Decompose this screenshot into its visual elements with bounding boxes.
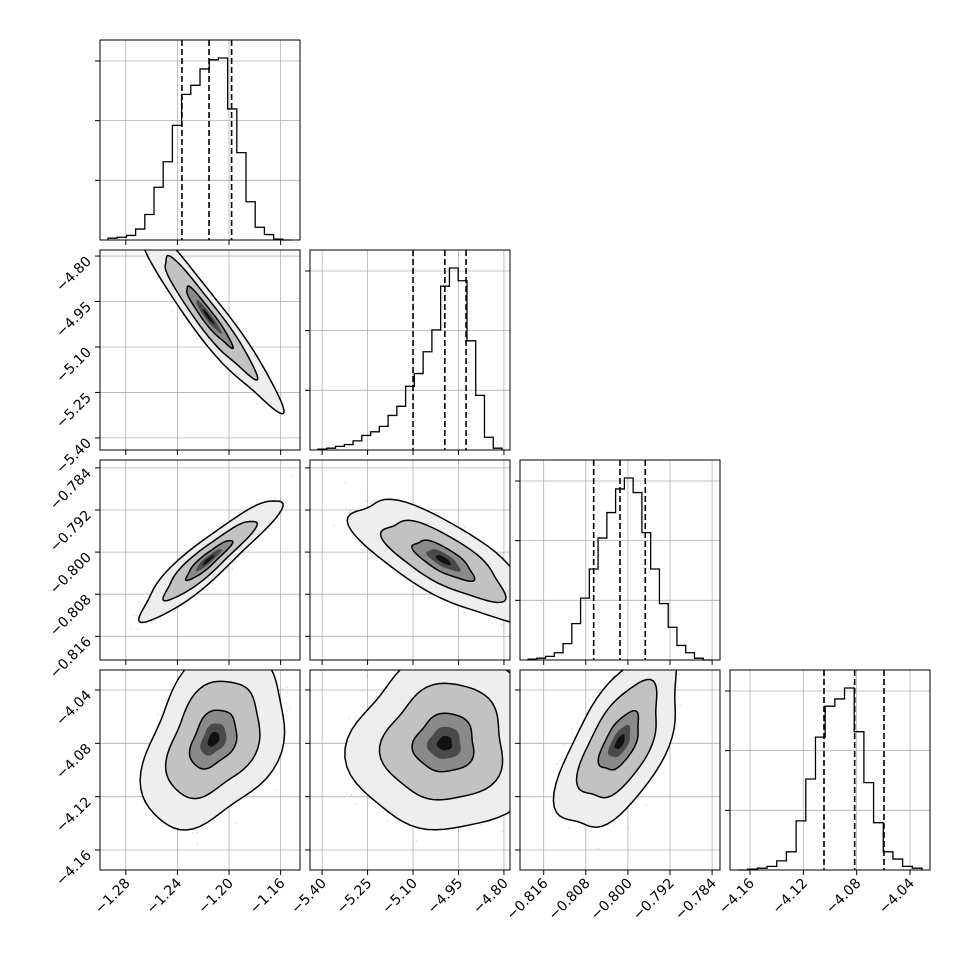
sample-point [135,224,137,226]
sample-point [500,623,503,626]
sample-point [464,526,467,528]
sample-point [249,503,252,506]
sample-point [148,231,150,233]
sample-point [347,512,350,514]
hist-grid-4 [730,670,930,870]
hist-series-2 [317,267,503,450]
sample-point [291,475,294,478]
sample-point [490,622,493,625]
contour-line-3 [144,250,285,415]
sample-point [227,567,230,570]
sample-point [150,622,153,625]
hist-frame-2 [309,249,511,451]
sample-point [149,243,151,245]
sample-point [268,527,270,530]
hist-panel-4 [725,669,931,871]
hist-frame-3 [519,459,721,661]
hist-frame-1 [99,39,301,241]
sample-point [153,242,155,244]
sample-point [145,240,147,242]
contour-line-2 [164,254,259,381]
sample-point [154,238,156,240]
sample-point [153,237,155,239]
sample-point [502,624,505,627]
sample-point [513,592,515,594]
sample-point [399,574,402,577]
hist-frame-4 [729,669,931,871]
sample-point [137,601,140,604]
sample-point [160,242,162,244]
contour-line-1 [184,539,234,582]
pair-panel-1-2 [99,195,301,451]
sample-point [333,524,335,527]
sample-point [532,596,534,598]
sample-point [516,589,518,591]
pair-content [114,195,285,415]
sample-point [150,235,152,237]
sample-point [517,593,519,595]
sample-point [231,567,234,570]
sample-point [274,497,276,499]
hist-panel-3 [515,459,721,661]
sample-point [512,596,514,598]
density-fill-5 [203,309,215,325]
pair-content [129,475,294,630]
hist-series-4 [738,687,923,871]
hist-series-1 [107,57,292,241]
sample-point [212,582,214,584]
contour-line-3 [137,500,284,624]
contour-line-1 [185,285,234,350]
sample-point [255,402,258,405]
sample-point [165,248,167,250]
contour-line-2 [162,520,258,602]
sample-point [245,555,248,558]
sample-point [370,556,373,558]
sample-point [152,236,154,238]
pair-panel-2-3 [309,459,543,661]
sample-point [146,242,148,244]
hist-grid-1 [100,40,300,240]
sample-point [195,337,198,340]
pair-frame [99,249,301,451]
sample-point [349,509,351,512]
sample-point [157,242,159,244]
sample-point [462,612,465,614]
sample-point [363,546,366,548]
sample-point [133,614,135,617]
sample-point [164,247,166,249]
sample-point [365,499,368,502]
sample-point [138,603,141,606]
sample-point [239,383,241,386]
sample-point [277,389,280,392]
sample-point [129,627,132,630]
sample-point [513,627,515,629]
pair-content [333,482,543,629]
sample-point [137,628,139,630]
sample-point [114,195,116,197]
sample-point [541,604,543,606]
pair-frame [99,459,301,661]
sample-point [139,248,141,250]
sample-point [156,246,158,248]
sample-point [135,614,138,616]
sample-point [245,330,248,333]
sample-point [366,495,369,497]
sample-point [148,233,150,235]
sample-point [238,511,240,514]
hist-panel-2 [305,249,511,451]
sample-point [151,245,153,247]
hist-series-3 [527,477,712,661]
hist-panel-1 [95,39,301,241]
sample-point [133,243,135,245]
pair-panel-1-3 [99,459,301,661]
sample-point [161,248,163,250]
density-fill-5 [202,555,215,566]
sample-point [171,310,174,313]
hist-grid-2 [310,250,510,450]
sample-point [522,595,524,597]
sample-point [151,247,153,249]
